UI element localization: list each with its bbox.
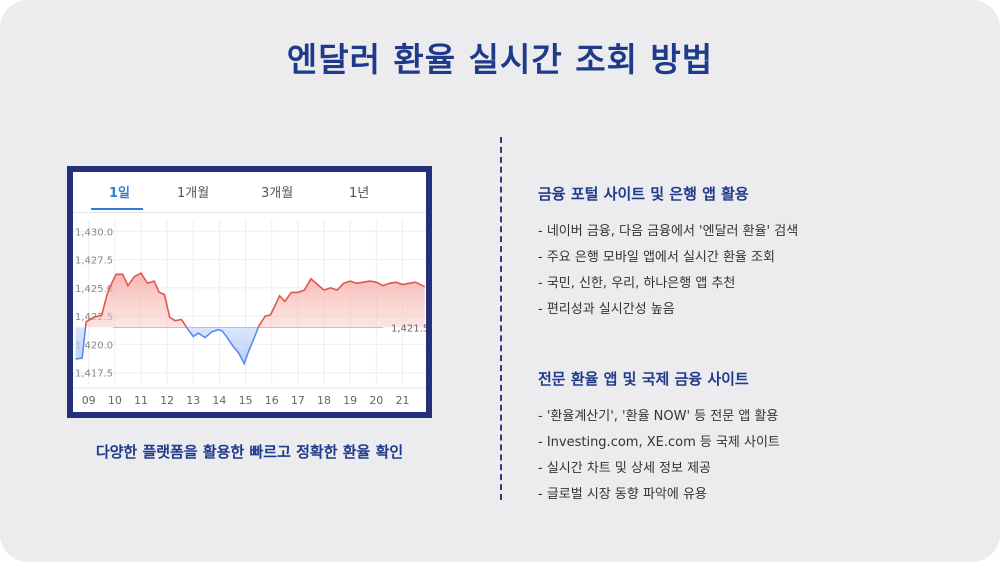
list-item: - 글로벌 시장 동향 파악에 유용 (538, 487, 707, 502)
x-tick-label: 12 (160, 394, 174, 407)
section-specialized-apps-heading: 전문 환율 앱 및 국제 금융 사이트 (538, 370, 749, 388)
x-tick-label: 14 (212, 394, 226, 407)
x-tick-label: 21 (395, 394, 409, 407)
x-tick-label: 20 (369, 394, 383, 407)
x-tick-label: 19 (343, 394, 357, 407)
list-item: - 편리성과 실시간성 높음 (538, 302, 675, 317)
page-title: 엔달러 환율 실시간 조회 방법 (286, 40, 714, 79)
x-tick-label: 17 (291, 394, 305, 407)
list-item: - 실시간 차트 및 상세 정보 제공 (538, 461, 712, 476)
area-below-baseline (75, 327, 259, 364)
chart-caption: 다양한 플랫폼을 활용한 빠르고 정확한 환율 확인 (95, 443, 404, 461)
x-tick-label: 10 (108, 394, 122, 407)
list-item: - '환율계산기', '환율 NOW' 등 전문 앱 활용 (538, 409, 779, 424)
active-tab-indicator (91, 208, 143, 210)
y-tick-label: 1,417.5 (75, 369, 113, 380)
series-line-above (84, 272, 426, 328)
list-item: - 주요 은행 모바일 앱에서 실시간 환율 조회 (538, 250, 775, 265)
tab-1-day[interactable]: 1일 (109, 186, 131, 201)
list-item: - Investing.com, XE.com 등 국제 사이트 (538, 435, 780, 450)
tab-1-month[interactable]: 1개월 (177, 186, 210, 201)
list-item: - 국민, 신한, 우리, 하나은행 앱 추천 (538, 276, 736, 291)
x-tick-label: 13 (186, 394, 200, 407)
section-portal-bank-heading: 금융 포털 사이트 및 은행 앱 활용 (538, 185, 749, 203)
baseline-label: 1,421.5 (391, 323, 426, 334)
series-line-below (75, 327, 260, 366)
y-tick-label: 1,430.0 (75, 227, 113, 238)
period-tabs: 1일 1개월 3개월 1년 (73, 172, 426, 213)
list-item: - 네이버 금융, 다음 금융에서 '엔달러 환율' 검색 (538, 224, 799, 239)
x-tick-label: 16 (265, 394, 279, 407)
area-above-baseline (75, 273, 425, 328)
exchange-rate-chart-card: 1일 1개월 3개월 1년 1,430.01,427.51,425.01,422… (67, 166, 432, 418)
y-tick-label: 1,420.0 (75, 340, 113, 351)
y-tick-label: 1,425.0 (75, 284, 113, 295)
line-chart: 1,430.01,427.51,425.01,422.51,420.01,417… (73, 220, 426, 407)
vertical-divider (500, 137, 502, 500)
y-tick-label: 1,427.5 (75, 256, 113, 267)
x-tick-label: 11 (134, 394, 148, 407)
x-tick-label: 09 (82, 394, 96, 407)
tab-3-months[interactable]: 3개월 (261, 186, 294, 201)
x-tick-label: 18 (317, 394, 331, 407)
tab-1-year[interactable]: 1년 (349, 186, 370, 201)
x-tick-label: 15 (239, 394, 253, 407)
